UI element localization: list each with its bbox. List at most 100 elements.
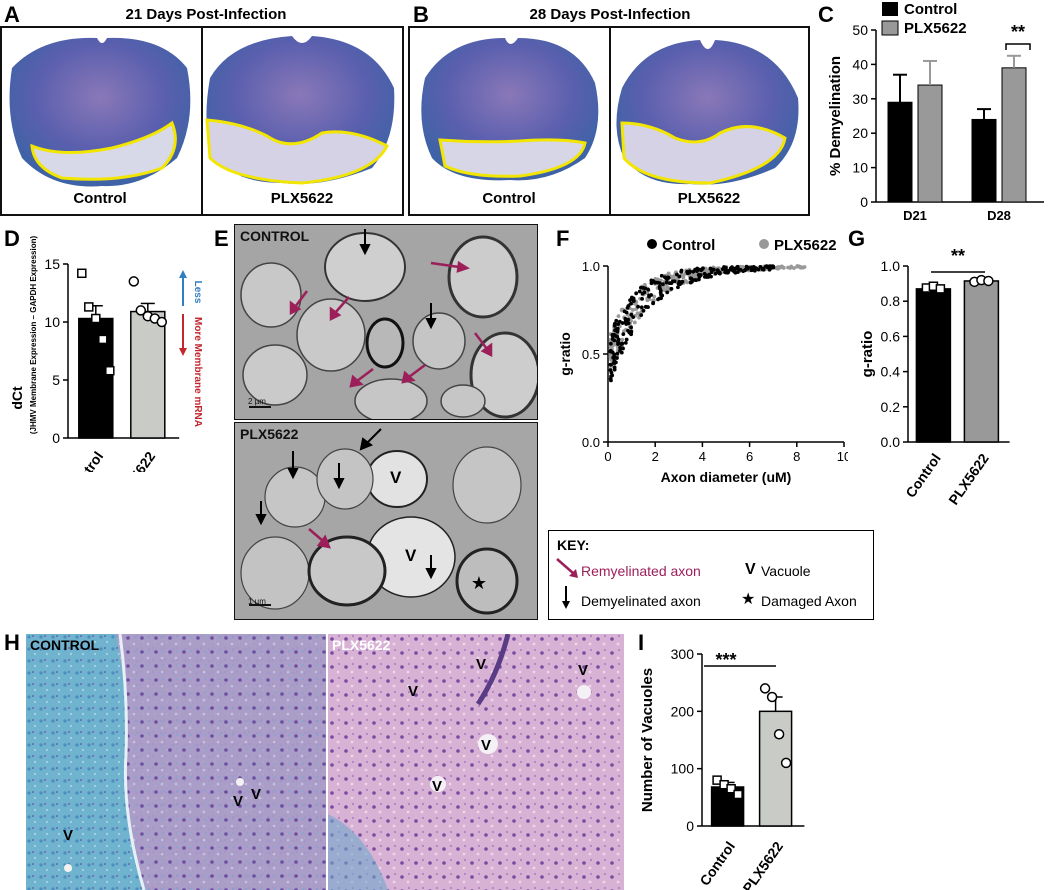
scatter-point (612, 342, 617, 347)
panel-d-ylabel-sub: (JHMV Membrane Expression – GAPDH Expres… (29, 236, 38, 435)
scatter-point (671, 275, 676, 279)
key-vacuole-label: Vacuole (761, 563, 811, 579)
damaged-axon-star: ★ (471, 573, 487, 593)
scatter-point (786, 265, 790, 270)
significance-marker: ** (1011, 22, 1025, 42)
panel-letter-f: F (556, 226, 570, 251)
scatter-point (626, 328, 630, 333)
scatter-point (676, 285, 680, 290)
data-point (84, 302, 94, 312)
scatter-point (681, 275, 686, 280)
significance-marker: *** (715, 650, 736, 670)
scatter-point (795, 264, 800, 268)
scatter-point (761, 266, 765, 271)
y-tick-label: 1.0 (881, 258, 901, 274)
panel-h-vacuole-2: V (251, 786, 262, 803)
significance-marker: ** (951, 246, 965, 266)
scatter-point (692, 278, 697, 282)
scatter-point (722, 267, 727, 271)
scatter-point (679, 281, 684, 285)
key-vacuole-symbol: V (745, 561, 756, 578)
data-point (128, 276, 140, 287)
scatter-point (694, 275, 698, 280)
panel-e-vacuole-mark-2: V (405, 546, 417, 565)
bar-control-d21 (887, 101, 913, 203)
scatter-point (687, 270, 692, 275)
scatter-point (624, 337, 629, 342)
x-tick-label: 2 (652, 449, 659, 464)
y-axis-label: % Demyelination (827, 56, 844, 176)
legend-control-label: Control (662, 237, 715, 254)
panel-letter-d: D (4, 226, 20, 251)
scatter-point (621, 346, 625, 351)
panel-a-left-caption: Control (73, 190, 127, 207)
y-tick-label: 0 (686, 818, 694, 834)
data-point (726, 783, 736, 794)
x-tick-label: 10 (837, 449, 848, 464)
y-tick-label: 200 (671, 703, 695, 719)
x-category-label: D28 (987, 208, 1011, 223)
legend-plx-swatch (881, 20, 899, 36)
scatter-point (651, 301, 655, 306)
scatter-point (612, 324, 617, 328)
scatter-point (620, 337, 625, 342)
scatter-point (656, 297, 660, 302)
scatter-point (645, 298, 650, 303)
scatter-point (743, 268, 747, 273)
scatter-point (665, 290, 670, 295)
y-tick-label: 0.4 (881, 364, 901, 380)
scatter-point (685, 280, 690, 285)
y-tick-label: 0.2 (881, 399, 901, 415)
scatter-point (658, 289, 663, 293)
scatter-point (609, 353, 613, 357)
panel-letter-b: B (413, 2, 429, 27)
key-remyelinated-label: Remyelinated axon (581, 563, 701, 579)
scatter-point (734, 266, 739, 271)
scatter-point (610, 373, 615, 378)
scatter-point (701, 266, 705, 271)
key-demyelinated-label: Demyelinated axon (581, 593, 701, 609)
less-label: Less (192, 281, 203, 304)
panel-e-bottom-scale: 1 µm (248, 597, 266, 606)
demyelinated-arrow-icon (562, 586, 570, 609)
panel-h-right-graphic (328, 634, 624, 890)
y-tick-label: 0.5 (582, 347, 600, 362)
panel-a-title: 21 Days Post-Infection (125, 6, 287, 23)
scatter-point (631, 299, 636, 303)
panel-d-chart: dCt (JHMV Membrane Expression – GAPDH Ex… (9, 236, 203, 472)
scatter-point (610, 337, 615, 342)
more-arrowhead (179, 348, 187, 356)
scatter-point (642, 282, 647, 287)
scatter-point (789, 264, 794, 269)
key-damaged-symbol: ★ (741, 591, 756, 608)
x-tick-label: 8 (793, 449, 800, 464)
scatter-point (640, 297, 644, 301)
scatter-point (608, 362, 613, 367)
scatter-point (690, 279, 694, 284)
y-tick-label: 30 (852, 91, 868, 107)
x-category-label: Control (696, 839, 738, 889)
y-tick-label: 40 (852, 56, 868, 72)
scatter-point (774, 266, 779, 270)
data-point (156, 316, 168, 328)
scatter-point (631, 307, 635, 312)
y-tick-label: 15 (44, 256, 60, 272)
x-tick-label: 4 (699, 449, 706, 464)
scatter-point (655, 280, 660, 285)
scatter-point (626, 304, 631, 308)
scatter-point (663, 275, 667, 280)
scatter-point (728, 266, 733, 271)
scatter-point (639, 313, 644, 318)
panel-e-bottom-micrograph: ★ (234, 422, 538, 620)
scatter-point (614, 318, 619, 323)
panel-letter-h: H (4, 630, 20, 655)
legend-plx-dot (759, 239, 769, 249)
panel-letter-a: A (4, 2, 20, 27)
scatter-point (695, 269, 699, 273)
panel-a-spinal-cord-sections (9, 28, 395, 214)
y-tick-label: 5 (52, 372, 60, 388)
scatter-point (781, 265, 786, 270)
panel-e-top-label: CONTROL (240, 228, 310, 244)
scatter-point (641, 286, 646, 290)
y-tick-label: 1.0 (582, 259, 600, 274)
